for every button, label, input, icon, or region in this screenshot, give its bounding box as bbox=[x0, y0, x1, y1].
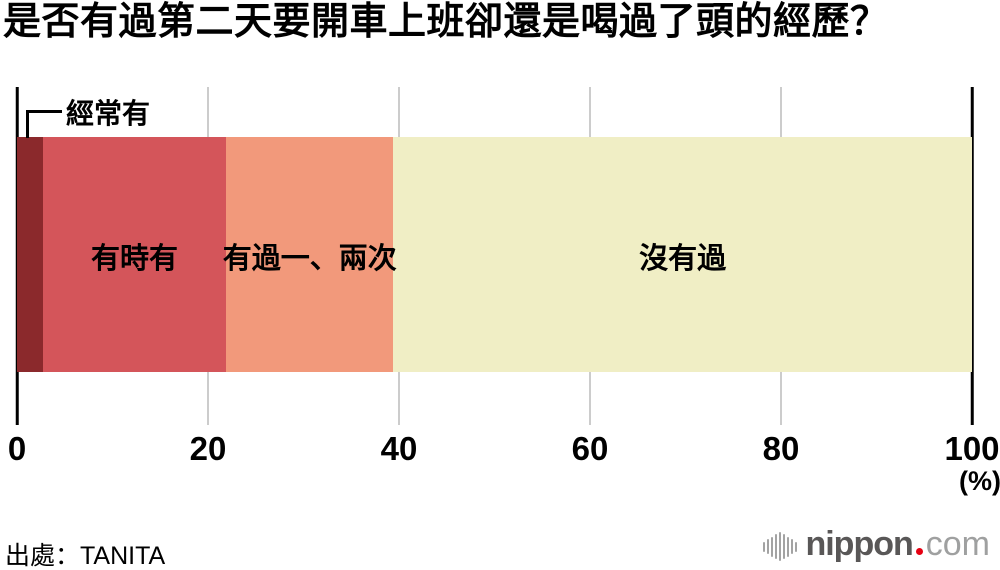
nippon-logo: nippon com bbox=[762, 525, 990, 563]
callout-line-horizontal bbox=[26, 110, 62, 113]
plot-area: 有時有 有過一、兩次 沒有過 經常有 0 20 40 60 80 100 (%) bbox=[8, 87, 1000, 495]
bar-segment-often bbox=[17, 137, 43, 372]
axis-tick-label: 40 bbox=[380, 430, 418, 467]
callout-label: 經常有 bbox=[66, 98, 151, 129]
bar-segment-label: 有時有 bbox=[90, 243, 178, 275]
axis-tick-label: 60 bbox=[571, 430, 609, 467]
axis-tick-label: 20 bbox=[189, 430, 227, 467]
soundwave-icon bbox=[762, 532, 798, 562]
bar-segment-once-or-twice: 有過一、兩次 bbox=[223, 137, 397, 372]
bar-segment-never: 沒有過 bbox=[393, 137, 972, 372]
axis-tick-label: 0 bbox=[7, 430, 27, 467]
percent-unit-label: (%) bbox=[959, 466, 1000, 496]
bar-segment-sometimes: 有時有 bbox=[42, 137, 227, 372]
stacked-bar: 有時有 有過一、兩次 沒有過 bbox=[17, 137, 972, 372]
chart-title: 是否有過第二天要開車上班卻還是喝過了頭的經歷？ bbox=[3, 1, 889, 43]
bar-segment-label: 有過一、兩次 bbox=[222, 243, 397, 275]
logo-dot bbox=[915, 547, 923, 555]
bar-segment-label: 沒有過 bbox=[639, 243, 727, 275]
axis-tick-label: 100 bbox=[944, 430, 1000, 467]
source-credit: 出處：TANITA bbox=[5, 542, 166, 570]
logo-text-nippon: nippon bbox=[805, 525, 913, 563]
axis-line-right bbox=[970, 87, 974, 425]
callout-line-vertical bbox=[26, 110, 29, 138]
axis-tick-label: 80 bbox=[762, 430, 800, 467]
logo-text-com: com bbox=[925, 525, 990, 563]
